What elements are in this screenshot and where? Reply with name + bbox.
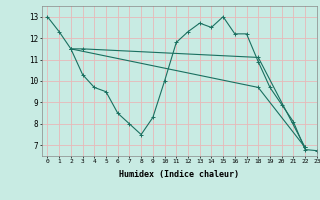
X-axis label: Humidex (Indice chaleur): Humidex (Indice chaleur) — [119, 170, 239, 179]
